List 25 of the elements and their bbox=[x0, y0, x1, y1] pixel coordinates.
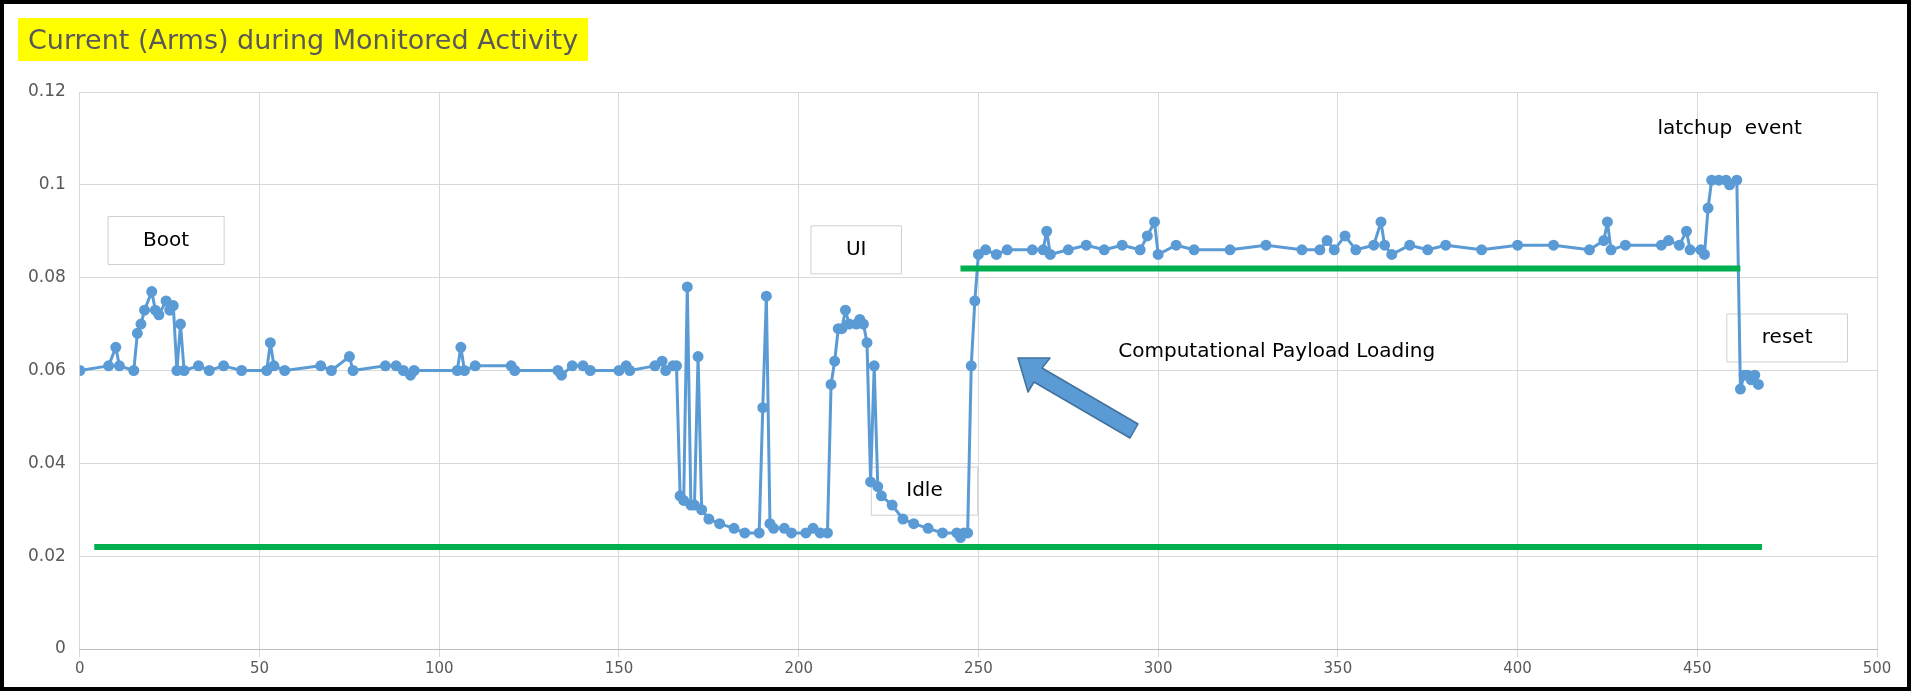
annotation: UI bbox=[845, 236, 867, 261]
annotation: Boot bbox=[143, 226, 190, 251]
y-tick-label: 0.06 bbox=[27, 358, 66, 379]
annotation: latchup event bbox=[1657, 115, 1802, 140]
chart-title: Current (Arms) during Monitored Activity bbox=[18, 18, 589, 61]
y-tick-label: 0.04 bbox=[27, 451, 66, 472]
y-tick-label: 0.1 bbox=[38, 173, 66, 194]
x-tick-label: 400 bbox=[1503, 658, 1532, 677]
x-tick-label: 500 bbox=[1862, 658, 1892, 677]
annotation: Computational Payload Loading bbox=[1118, 338, 1436, 363]
x-tick-label: 200 bbox=[784, 658, 814, 677]
x-tick-label: 100 bbox=[424, 658, 454, 677]
annotation: Idle bbox=[906, 477, 943, 502]
y-tick-label: 0.02 bbox=[27, 544, 66, 565]
y-tick-label: 0 bbox=[55, 637, 66, 658]
annotation: reset bbox=[1761, 324, 1813, 349]
x-tick-label: 300 bbox=[1143, 658, 1173, 677]
x-tick-label: 350 bbox=[1323, 658, 1353, 677]
x-tick-label: 0 bbox=[75, 658, 85, 677]
x-tick-label: 150 bbox=[604, 658, 634, 677]
y-tick-label: 0.12 bbox=[27, 80, 66, 101]
y-tick-label: 0.08 bbox=[27, 266, 66, 287]
x-tick-label: 450 bbox=[1682, 658, 1712, 677]
x-tick-label: 250 bbox=[964, 658, 993, 677]
x-tick-label: 50 bbox=[250, 658, 270, 677]
